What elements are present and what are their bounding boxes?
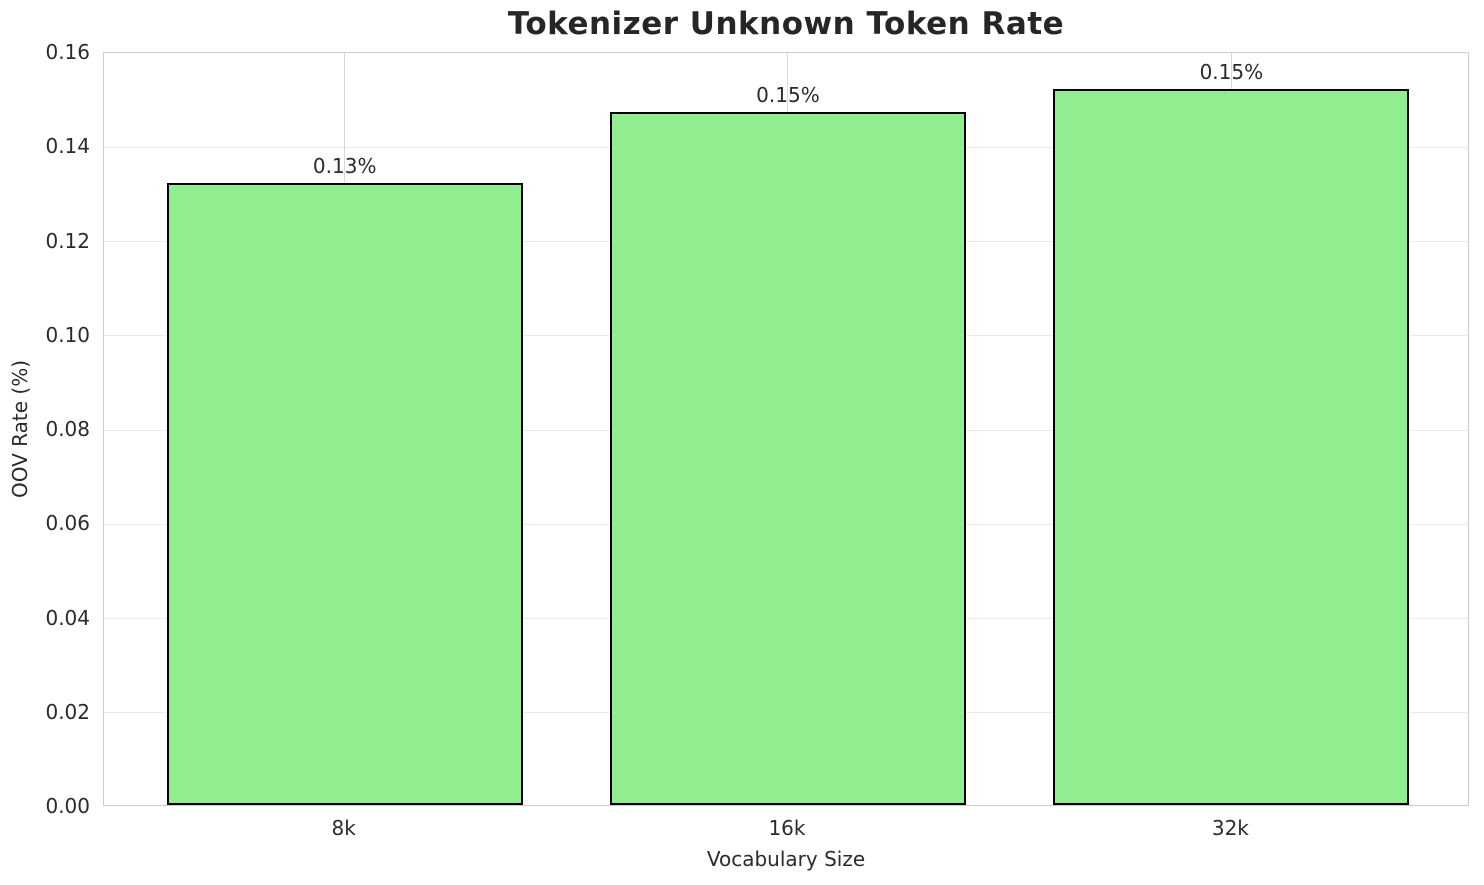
bar-value-label: 0.15% — [1199, 59, 1264, 84]
y-tick-label: 0.06 — [45, 511, 90, 536]
y-tick-label: 0.14 — [45, 134, 90, 159]
y-tick-label: 0.04 — [45, 605, 90, 630]
bar-value-label: 0.13% — [312, 153, 377, 178]
y-tick-label: 0.00 — [45, 794, 90, 818]
bar — [1053, 88, 1410, 805]
plot-area: 0.13% 0.15% 0.15% — [103, 52, 1469, 806]
y-tick-label: 0.12 — [45, 228, 90, 253]
x-axis-label: Vocabulary Size — [706, 847, 866, 871]
y-tick-label: 0.02 — [45, 699, 90, 724]
bar — [609, 112, 966, 805]
chart-title: Tokenizer Unknown Token Rate — [507, 6, 1065, 42]
bar — [166, 182, 523, 805]
x-tick-label: 16k — [768, 816, 806, 840]
x-tick-label: 32k — [1211, 816, 1249, 840]
y-tick-label: 0.10 — [45, 322, 90, 347]
y-tick-label: 0.08 — [45, 417, 90, 441]
y-tick-label: 0.16 — [45, 40, 90, 64]
x-tick-label: 8k — [331, 816, 356, 840]
bar-value-label: 0.15% — [756, 83, 820, 108]
